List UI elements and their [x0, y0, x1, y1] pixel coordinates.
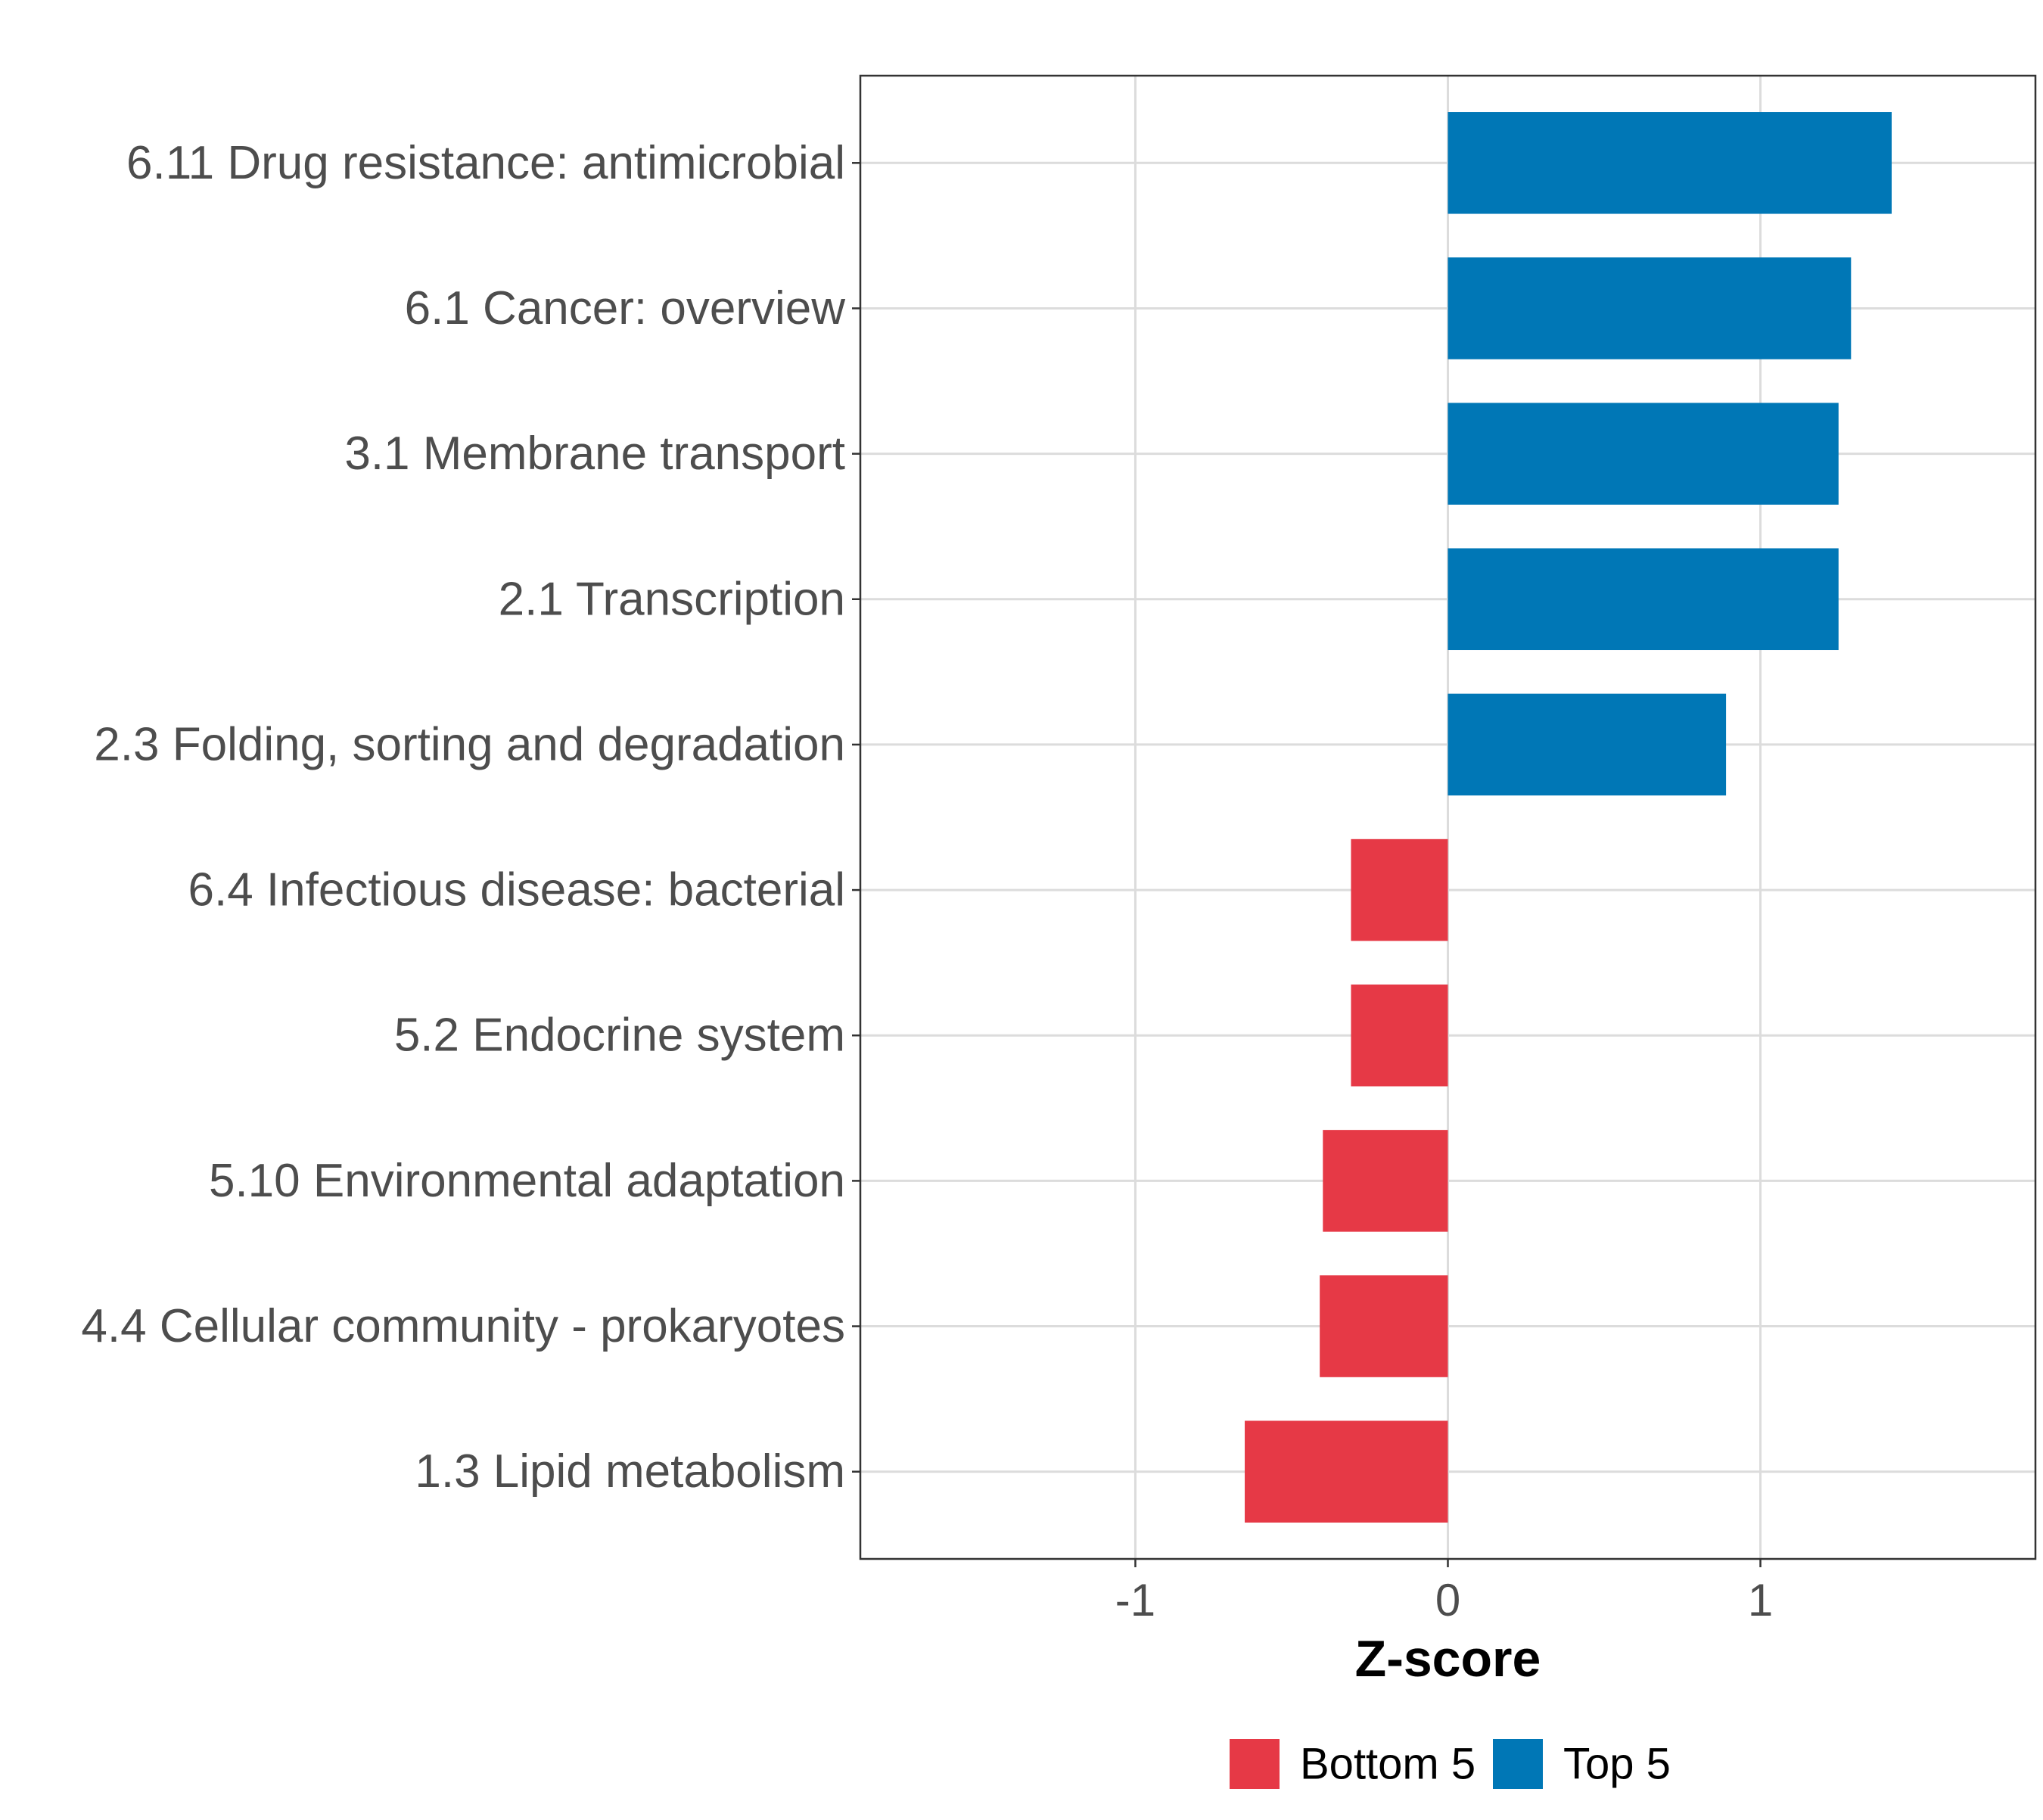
- legend: Bottom 5 Top 5: [1230, 1739, 1671, 1789]
- bar-top-2: [1448, 257, 1852, 359]
- bar-bottom-9: [1320, 1275, 1448, 1377]
- legend-label-bottom-5: Bottom 5: [1300, 1740, 1476, 1789]
- bar-bottom-6: [1351, 838, 1448, 941]
- bar-layer: [1245, 112, 1892, 1523]
- x-axis: -1 0 1: [1115, 1559, 1773, 1626]
- bar-bottom-10: [1245, 1420, 1448, 1523]
- bar-top-4: [1448, 548, 1839, 651]
- category-label: 3.1 Membrane transport: [344, 428, 845, 480]
- legend-swatch-top-5: [1493, 1739, 1543, 1789]
- y-axis: 6.11 Drug resistance: antimicrobial 6.1 C…: [81, 137, 860, 1498]
- x-tick-label: 0: [1435, 1575, 1460, 1626]
- bar-top-3: [1448, 403, 1839, 505]
- category-label: 2.1 Transcription: [499, 573, 845, 625]
- x-axis-title: Z-score: [1355, 1630, 1541, 1688]
- category-label: 4.4 Cellular community - prokaryotes: [81, 1300, 845, 1352]
- category-label: 6.4 Infectious disease: bacterial: [188, 864, 845, 916]
- bar-top-5: [1448, 693, 1727, 796]
- x-tick-label: -1: [1115, 1575, 1155, 1626]
- category-label: 6.1 Cancer: overview: [405, 282, 846, 334]
- x-tick-label: 1: [1748, 1575, 1773, 1626]
- category-label: 5.2 Endocrine system: [394, 1010, 845, 1062]
- bar-top-1: [1448, 112, 1892, 214]
- category-label: 2.3 Folding, sorting and degradation: [94, 718, 845, 770]
- legend-swatch-bottom-5: [1230, 1739, 1280, 1789]
- legend-label-top-5: Top 5: [1563, 1740, 1671, 1789]
- category-label: 1.3 Lipid metabolism: [415, 1445, 845, 1498]
- bar-bottom-8: [1323, 1130, 1448, 1232]
- bar-bottom-7: [1351, 984, 1448, 1087]
- category-label: 5.10 Environmental adaptation: [209, 1155, 845, 1207]
- category-label: 6.11 Drug resistance: antimicrobial: [126, 137, 845, 189]
